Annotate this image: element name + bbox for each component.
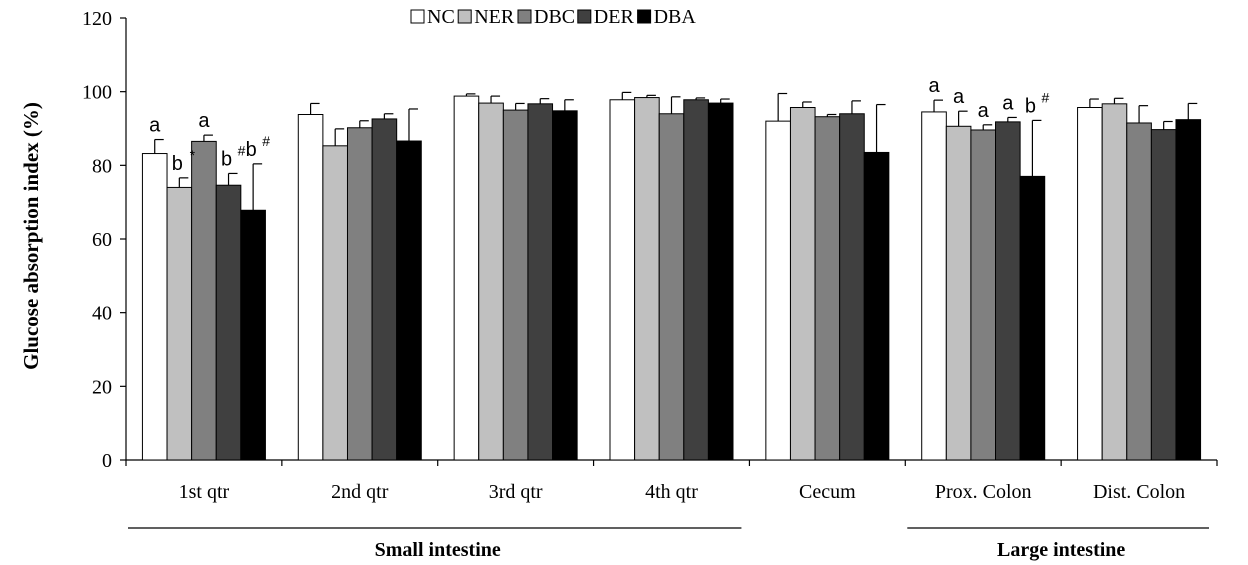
legend-swatch-dba bbox=[637, 9, 652, 24]
significance-marker: # bbox=[1042, 89, 1050, 105]
legend-label-ner: NER bbox=[474, 6, 515, 28]
bar-der bbox=[995, 121, 1021, 461]
legend-swatch-nc bbox=[410, 9, 425, 24]
bar-dba bbox=[240, 209, 266, 461]
significance-letter: b bbox=[246, 139, 257, 161]
bar-dba bbox=[552, 110, 578, 461]
y-tick-label: 80 bbox=[92, 155, 112, 177]
bar-der bbox=[215, 184, 242, 461]
bar-dba bbox=[863, 151, 890, 461]
bar-dba bbox=[1019, 175, 1046, 461]
significance-marker: * bbox=[190, 147, 196, 163]
x-tick-label: 1st qtr bbox=[179, 481, 230, 503]
bar-ner bbox=[166, 186, 193, 461]
group-labels: Small intestine Large intestine bbox=[128, 527, 1209, 561]
y-axis-title: Glucose absorption index (%) bbox=[19, 102, 43, 370]
bar-nc bbox=[609, 99, 636, 461]
bar-der bbox=[1150, 129, 1177, 461]
bar-dba bbox=[707, 102, 734, 461]
bar-der bbox=[371, 118, 398, 461]
legend-label-nc: NC bbox=[427, 6, 455, 28]
bar-nc bbox=[141, 153, 168, 461]
y-tick-label: 0 bbox=[102, 450, 112, 472]
significance-letter: a bbox=[953, 86, 965, 108]
significance-letter: b bbox=[172, 153, 183, 175]
significance-letter: a bbox=[978, 100, 990, 122]
y-tick-label: 40 bbox=[92, 303, 112, 325]
x-tick-label: 4th qtr bbox=[645, 481, 698, 503]
error-bars bbox=[154, 91, 1198, 211]
significance-letter: b bbox=[221, 148, 232, 170]
legend-label-der: DER bbox=[594, 6, 635, 28]
significance-letter: a bbox=[928, 75, 940, 97]
bar-ner bbox=[322, 145, 348, 461]
bars bbox=[141, 95, 1202, 461]
bar-dba bbox=[1175, 119, 1202, 461]
bar-dbc bbox=[970, 129, 997, 461]
significance-marker: # bbox=[262, 133, 270, 149]
significance-letter: b bbox=[1025, 95, 1036, 117]
group-label: Large intestine bbox=[997, 539, 1125, 561]
axes: 0 20 40 60 80 100 120 1st qtr 2nd qtr 3rd qtr 4th … bbox=[82, 8, 1218, 503]
bar-dba bbox=[396, 140, 422, 461]
bar-nc bbox=[765, 120, 791, 461]
y-tick-label: 100 bbox=[82, 82, 112, 104]
significance-letter: a bbox=[149, 115, 161, 137]
legend-label-dbc: DBC bbox=[534, 6, 575, 28]
legend-swatch-dbc bbox=[517, 9, 532, 24]
y-tick-label: 120 bbox=[82, 8, 112, 30]
bar-ner bbox=[478, 102, 504, 461]
bar-dbc bbox=[658, 113, 685, 461]
legend-swatch-der bbox=[577, 9, 592, 24]
bar-dbc bbox=[191, 140, 217, 461]
bar-nc bbox=[297, 114, 324, 461]
bar-ner bbox=[1101, 103, 1128, 461]
bar-ner bbox=[789, 107, 816, 461]
bar-nc bbox=[453, 95, 480, 461]
group-label: Small intestine bbox=[375, 539, 501, 561]
x-tick-label: Prox. Colon bbox=[935, 481, 1032, 503]
bar-ner bbox=[634, 97, 660, 461]
bar-ner bbox=[945, 125, 972, 461]
bar-der bbox=[527, 103, 554, 461]
x-tick-label: 2nd qtr bbox=[331, 481, 389, 503]
x-tick-label: 3rd qtr bbox=[489, 481, 543, 503]
bar-dbc bbox=[502, 109, 529, 461]
bar-der bbox=[683, 99, 709, 461]
legend-swatch-ner bbox=[457, 9, 472, 24]
significance-labels: ab *ab # b #aaa a b # bbox=[149, 75, 1049, 175]
bar-nc bbox=[921, 111, 947, 461]
bar-dbc bbox=[346, 127, 373, 461]
bar-nc bbox=[1077, 107, 1103, 461]
significance-letter: a bbox=[198, 110, 210, 132]
bar-dbc bbox=[1126, 122, 1152, 461]
y-tick-label: 60 bbox=[92, 229, 112, 251]
legend: NC NER DBC DER DBA bbox=[410, 6, 697, 28]
significance-marker: # bbox=[238, 142, 246, 158]
legend-label-dba: DBA bbox=[654, 6, 697, 28]
significance-letter: a bbox=[1002, 92, 1014, 114]
bar-der bbox=[839, 113, 865, 461]
bar-dbc bbox=[814, 116, 841, 461]
x-tick-label: Dist. Colon bbox=[1093, 481, 1185, 503]
y-tick-label: 20 bbox=[92, 376, 112, 398]
x-tick-label: Cecum bbox=[799, 481, 856, 503]
